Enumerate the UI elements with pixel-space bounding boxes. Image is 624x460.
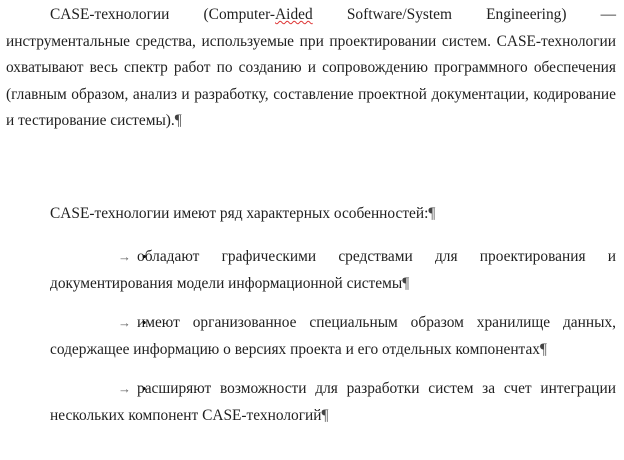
features-list: • → обладают графическими средствами для п… (50, 243, 616, 441)
pilcrow-mark: ¶ (402, 275, 410, 292)
pilcrow-mark: ¶ (321, 407, 329, 424)
tab-arrow-icon: → (118, 315, 131, 330)
list-item: • → имеют организованное специальным образ… (50, 309, 616, 363)
features-intro-paragraph: CASE-технологии имеют ряд характерных ос… (50, 201, 616, 228)
intro-paragraph-tail: Software/System Engineering) — инструмен… (6, 6, 616, 129)
list-item: • → расширяют возможности для разработки с… (50, 375, 616, 429)
bullet-icon: • (142, 381, 147, 396)
list-item-text: имеют организованное специальным образом… (50, 314, 616, 358)
bullet-icon: • (142, 315, 147, 330)
list-item: • → обладают графическими средствами для п… (50, 243, 616, 297)
tab-arrow-icon: → (118, 381, 131, 396)
list-item-text: обладают графическими средствами для про… (50, 248, 616, 292)
pilcrow-mark: ¶ (174, 112, 182, 129)
tab-arrow-icon: → (118, 249, 131, 264)
list-item-text: расширяют возможности для разработки сис… (50, 380, 616, 424)
spellcheck-underlined-word[interactable]: Aided (275, 6, 313, 23)
pilcrow-mark: ¶ (428, 205, 436, 222)
bullet-icon: • (142, 249, 147, 264)
pilcrow-mark: ¶ (540, 341, 547, 358)
intro-paragraph-lead: CASE-технологии (Computer- (50, 6, 276, 23)
features-intro-text: CASE-технологии имеют ряд характерных ос… (50, 205, 429, 222)
intro-paragraph: CASE-технологии (Computer-Aided Software… (6, 2, 616, 135)
